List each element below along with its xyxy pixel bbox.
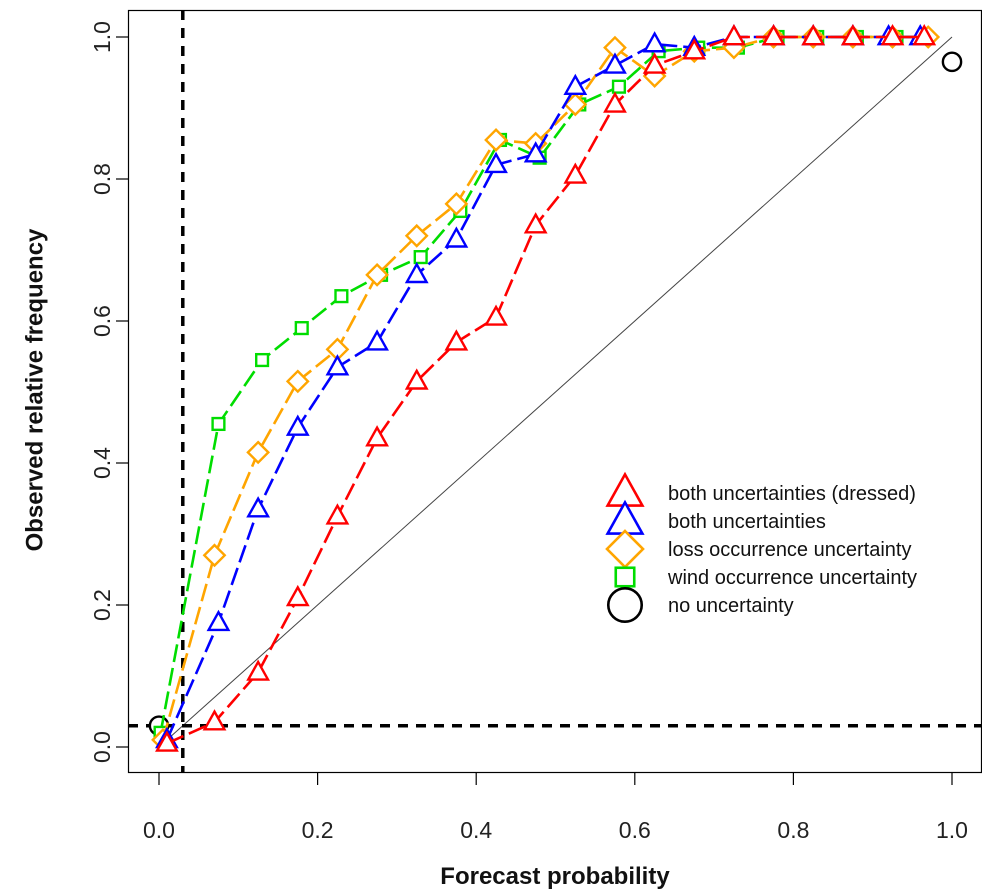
data-point xyxy=(722,23,746,46)
data-point xyxy=(246,496,271,518)
x-tick-label: 0.6 xyxy=(619,817,651,843)
data-point xyxy=(642,31,667,53)
legend-marker xyxy=(605,499,645,535)
y-axis-title: Observed relative frequency xyxy=(21,228,48,551)
data-point xyxy=(202,543,227,568)
data-point xyxy=(404,368,429,390)
data-point xyxy=(444,191,469,216)
data-point xyxy=(365,425,389,447)
y-tick-label: 0.6 xyxy=(89,305,115,337)
data-point xyxy=(603,91,627,113)
data-point xyxy=(285,369,310,394)
legend: both uncertainties (dressed) both uncerta… xyxy=(605,471,917,624)
data-point xyxy=(404,261,429,284)
legend-item: no uncertainty xyxy=(606,586,794,624)
legend-item: both uncertainties xyxy=(605,499,826,535)
x-tick-label: 1.0 xyxy=(936,817,968,843)
legend-label: both uncertainties (dressed) xyxy=(668,483,916,505)
data-point xyxy=(523,212,548,234)
legend-item: wind occurrence uncertainty xyxy=(614,566,917,589)
series-line xyxy=(161,35,929,741)
data-point xyxy=(484,304,508,326)
data-point xyxy=(294,321,309,336)
x-tick-label: 0.0 xyxy=(143,817,175,843)
y-tick-label: 0.4 xyxy=(89,447,115,479)
data-point xyxy=(484,151,508,174)
data-point xyxy=(334,289,349,304)
series-both-uncertainties-dressed- xyxy=(155,23,937,752)
chart-marks xyxy=(128,10,982,773)
x-tick-label: 0.8 xyxy=(777,817,809,843)
data-point xyxy=(563,162,588,184)
data-point xyxy=(285,414,310,436)
data-point xyxy=(484,128,508,152)
data-point xyxy=(285,584,310,607)
y-tick-label: 0.0 xyxy=(89,731,115,763)
legend-item: loss occurrence uncertainty xyxy=(605,529,911,569)
data-point xyxy=(563,73,588,96)
data-point xyxy=(325,354,350,376)
data-point xyxy=(563,92,588,117)
data-point xyxy=(155,730,179,752)
data-point xyxy=(801,23,826,46)
data-point xyxy=(642,52,667,74)
series-no-uncertainty xyxy=(148,51,963,737)
data-point xyxy=(523,141,548,163)
legend-item: both uncertainties (dressed) xyxy=(605,471,916,507)
series-line xyxy=(165,35,921,741)
data-point xyxy=(365,329,389,351)
x-axis-title: Forecast probability xyxy=(440,863,670,890)
data-point xyxy=(682,38,707,60)
x-tick-label: 0.2 xyxy=(302,817,334,843)
legend-marker xyxy=(614,566,636,588)
data-point xyxy=(444,226,469,248)
legend-label: no uncertainty xyxy=(668,595,794,617)
axes: 0.0 0.2 0.4 0.6 0.8 1.0 0.0 0.2 0.4 0.6 0.8 1.0 xyxy=(89,21,968,843)
data-point xyxy=(255,352,270,368)
data-point xyxy=(880,23,905,46)
data-point xyxy=(211,416,226,432)
data-point xyxy=(325,503,350,525)
data-point xyxy=(246,440,271,465)
legend-label: loss occurrence uncertainty xyxy=(668,539,911,561)
data-point xyxy=(365,262,389,287)
y-tick-label: 1.0 xyxy=(89,21,115,53)
x-tick-label: 0.4 xyxy=(460,817,492,843)
data-point xyxy=(941,51,963,73)
series-both-uncertainties xyxy=(155,23,933,749)
legend-label: wind occurrence uncertainty xyxy=(667,567,917,589)
data-point xyxy=(912,23,937,46)
diagonal-reference-line xyxy=(158,36,953,748)
data-point xyxy=(246,659,271,681)
data-point xyxy=(840,23,865,46)
legend-marker xyxy=(606,586,644,624)
data-point xyxy=(206,609,231,632)
data-point xyxy=(202,709,227,731)
data-point xyxy=(611,79,627,94)
data-point xyxy=(761,23,786,46)
y-tick-label: 0.2 xyxy=(89,589,115,621)
data-point xyxy=(444,329,469,351)
data-point xyxy=(404,223,429,248)
y-tick-label: 0.8 xyxy=(89,163,115,195)
legend-label: both uncertainties xyxy=(668,511,826,533)
data-point xyxy=(603,52,627,74)
legend-marker xyxy=(605,529,645,569)
data-point xyxy=(413,250,428,265)
